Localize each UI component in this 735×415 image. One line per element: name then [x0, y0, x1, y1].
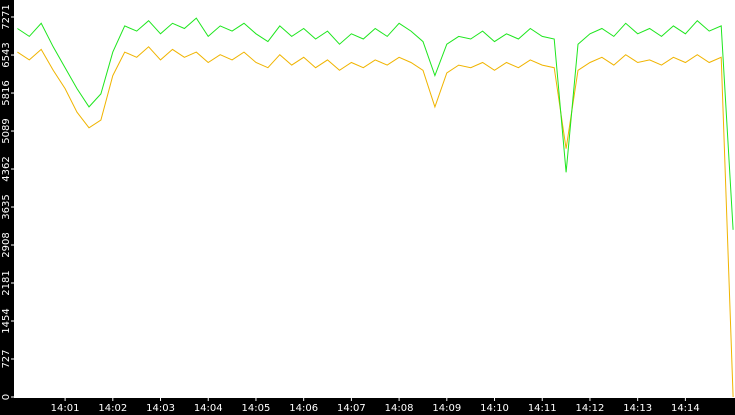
y-tick-label: 727: [1, 349, 12, 368]
x-tick-label: 14:01: [51, 403, 80, 414]
y-tick-label: 5816: [1, 80, 12, 105]
x-tick-label: 14:13: [623, 403, 652, 414]
x-tick-label: 14:05: [242, 403, 271, 414]
x-tick-label: 14:11: [528, 403, 557, 414]
x-axis-band: [0, 398, 735, 415]
x-tick-label: 14:08: [385, 403, 414, 414]
x-tick-label: 14:12: [576, 403, 605, 414]
x-tick-label: 14:03: [146, 403, 175, 414]
y-tick-label: 4362: [1, 156, 12, 181]
series-line: [17, 46, 734, 398]
y-tick-label: 1454: [1, 308, 12, 333]
x-tick-label: 14:06: [289, 403, 318, 414]
x-tick-label: 14:09: [432, 403, 461, 414]
x-tick-label: 14:10: [480, 403, 509, 414]
y-tick-label: 6543: [1, 42, 12, 67]
x-tick-label: 14:07: [337, 403, 366, 414]
y-tick-label: 2181: [1, 270, 12, 295]
y-tick-label: 2908: [1, 232, 12, 257]
y-tick-label: 3635: [1, 194, 12, 219]
y-tick-label: 0: [1, 394, 12, 400]
x-tick-label: 14:14: [671, 403, 700, 414]
y-axis-band: [0, 0, 14, 415]
x-tick-label: 14:02: [98, 403, 127, 414]
y-tick-label: 7271: [1, 4, 12, 29]
series-line: [17, 17, 734, 230]
x-tick-label: 14:04: [194, 403, 223, 414]
y-tick-label: 5089: [1, 118, 12, 143]
